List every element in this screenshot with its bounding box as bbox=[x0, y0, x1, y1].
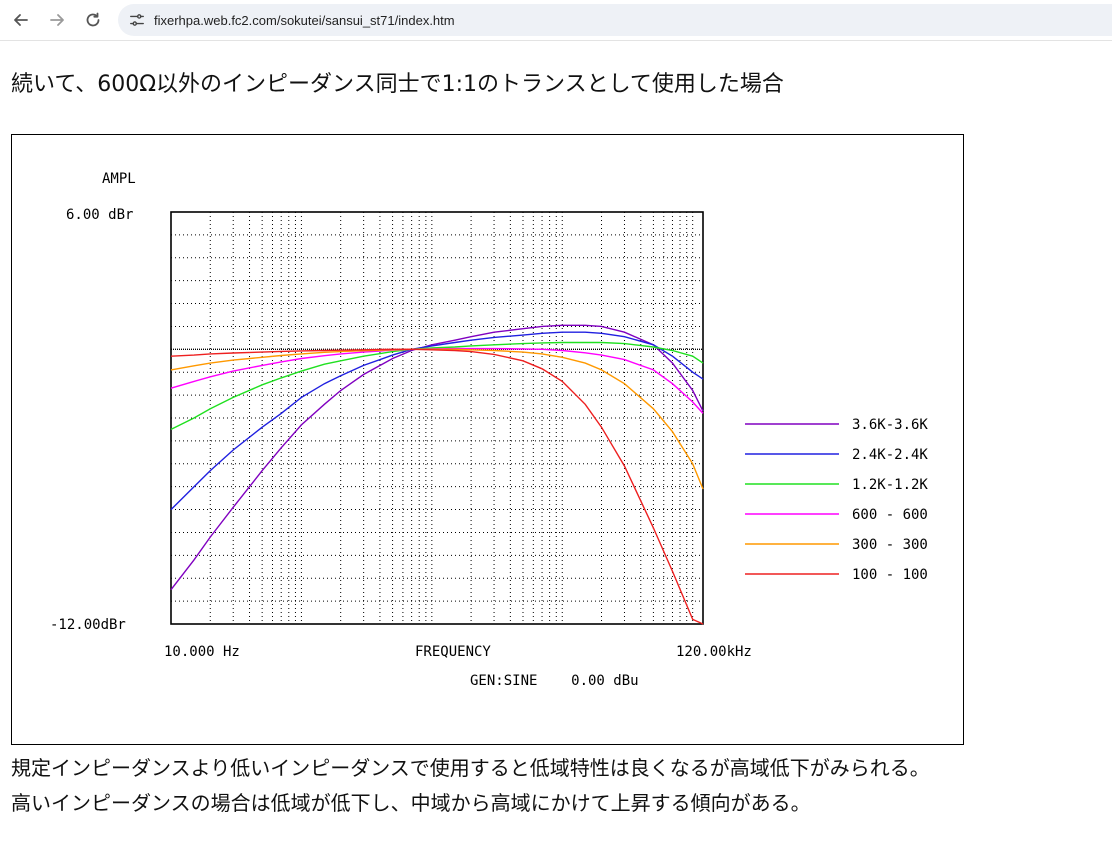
x-axis-label: FREQUENCY bbox=[415, 644, 491, 660]
series-line-3 bbox=[170, 341, 704, 431]
legend-label-4: 600 - 600 bbox=[852, 507, 928, 523]
paragraph-1: 規定インピーダンスより低いインピーダンスで使用すると低域特性は良くなるが高域低下… bbox=[11, 756, 930, 780]
page-heading: 続いて、600Ω以外のインピーダンス同士で1:1のトランスとして使用した場合 bbox=[11, 72, 784, 97]
series-line-5 bbox=[170, 348, 704, 490]
back-button[interactable] bbox=[7, 6, 35, 34]
y-bottom-tick-label: -12.00dBr bbox=[50, 617, 126, 633]
legend-label-5: 300 - 300 bbox=[852, 537, 928, 553]
series-line-6 bbox=[170, 348, 704, 625]
reload-button[interactable] bbox=[79, 6, 107, 34]
legend-label-2: 2.4K-2.4K bbox=[852, 447, 928, 463]
chart-legend: 3.6K-3.6K 2.4K-2.4K 1.2K-1.2K 600 - 600 300 … bbox=[745, 417, 928, 583]
chart-grid bbox=[171, 212, 703, 624]
x-left-tick-label: 10.000 Hz bbox=[164, 644, 240, 660]
site-settings-icon[interactable] bbox=[128, 11, 146, 29]
legend-label-3: 1.2K-1.2K bbox=[852, 477, 928, 493]
generator-label: GEN:SINE 0.00 dBu bbox=[470, 673, 639, 689]
url-text[interactable]: fixerhpa.web.fc2.com/sokutei/sansui_st71… bbox=[154, 12, 455, 28]
frequency-response-chart: AMPL 6.00 dBr -12.00dBr 10.000 Hz 120.00… bbox=[11, 134, 964, 745]
paragraph-2: 高いインピーダンスの場合は低域が低下し、中域から高域にかけて上昇する傾向がある。 bbox=[11, 791, 811, 815]
y-top-tick-label: 6.00 dBr bbox=[66, 207, 133, 223]
arrow-right-icon bbox=[50, 14, 64, 26]
reload-icon bbox=[86, 12, 100, 27]
x-right-tick-label: 120.00kHz bbox=[676, 644, 752, 660]
legend-label-1: 3.6K-3.6K bbox=[852, 417, 928, 433]
series-line-2 bbox=[170, 331, 704, 511]
forward-button[interactable] bbox=[43, 6, 71, 34]
arrow-left-icon bbox=[14, 14, 28, 26]
legend-label-6: 100 - 100 bbox=[852, 567, 928, 583]
y-axis-label: AMPL bbox=[102, 171, 136, 187]
chart-series bbox=[170, 324, 704, 625]
browser-toolbar: fixerhpa.web.fc2.com/sokutei/sansui_st71… bbox=[0, 0, 1112, 41]
chart-svg: AMPL 6.00 dBr -12.00dBr 10.000 Hz 120.00… bbox=[50, 171, 928, 689]
plot-area-border bbox=[170, 211, 704, 625]
series-line-1 bbox=[170, 324, 704, 591]
address-bar[interactable]: fixerhpa.web.fc2.com/sokutei/sansui_st71… bbox=[118, 4, 1112, 36]
